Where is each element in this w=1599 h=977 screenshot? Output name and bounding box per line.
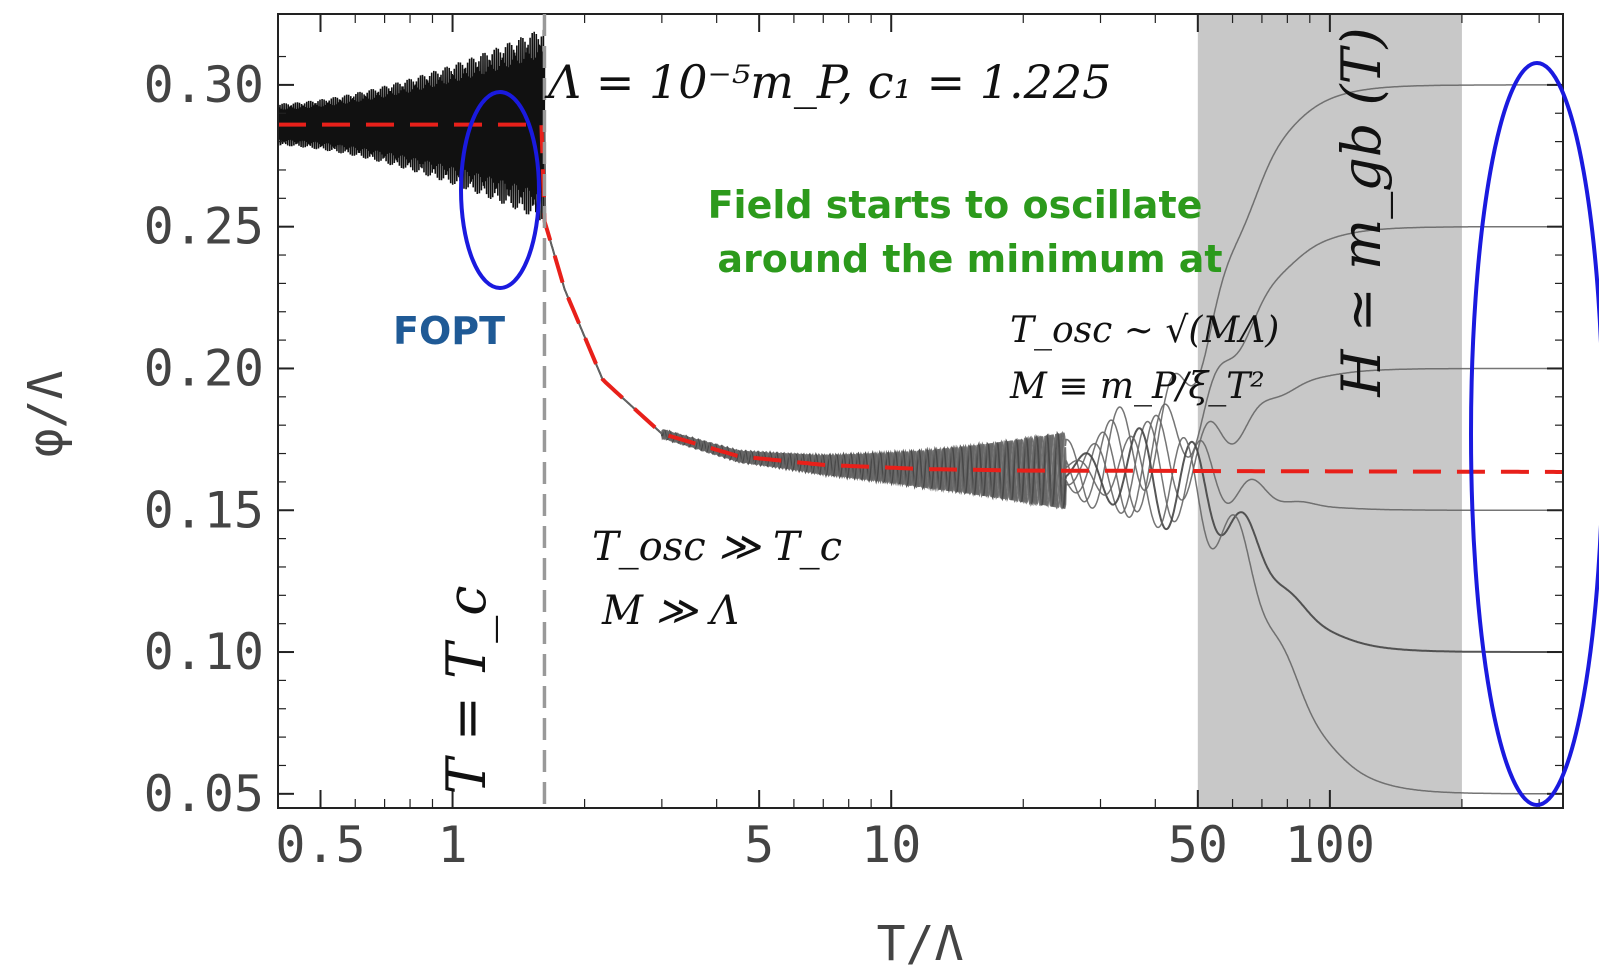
critical-temperature-label: T = T_c — [435, 586, 498, 795]
x-ticks: 0.5 1 5 10 50 100 — [275, 14, 1540, 874]
x-tick-label: 10 — [861, 816, 921, 874]
oscillate-annotation-line1: Field starts to oscillate — [708, 183, 1203, 227]
x-tick-label: 1 — [438, 816, 468, 874]
oscillate-annotation-line2: around the minimum at — [717, 237, 1222, 281]
x-tick-label: 100 — [1285, 816, 1375, 874]
fopt-label: FOPT — [393, 309, 505, 353]
y-tick-label: 0.20 — [144, 339, 264, 397]
fopt-highlight-ellipse — [459, 90, 541, 290]
plot-frame — [277, 13, 1564, 809]
series-line — [543, 124, 1563, 795]
y-tick-label: 0.30 — [144, 56, 264, 114]
y-ticks: 0.05 0.10 0.15 0.20 0.25 0.30 — [144, 56, 1563, 823]
late-values-highlight-ellipse — [1469, 61, 1599, 807]
y-axis-label: φ/Λ — [18, 371, 74, 458]
series-line — [543, 124, 1563, 653]
m-gg-annotation: M ≫ Λ — [601, 588, 739, 634]
shaded-band — [1197, 14, 1462, 808]
minimum-curve-group — [278, 122, 1563, 474]
x-axis-label: T/Λ — [877, 916, 964, 972]
pre-transition-oscillation — [278, 29, 546, 221]
y-tick-label: 0.15 — [144, 481, 264, 539]
x-tick-label: 0.5 — [275, 816, 365, 874]
y-tick-label: 0.10 — [144, 623, 264, 681]
m-definition-annotation: M ≡ m_P/ξ_T² — [1009, 366, 1265, 407]
minimum-curve — [278, 122, 1563, 474]
tosc-sqrt-annotation: T_osc ∼ √(MΛ) — [1010, 310, 1279, 351]
tosc-gg-annotation: T_osc ≫ T_c — [592, 524, 842, 570]
params-annotation: Λ = 10⁻⁵m_P, c₁ = 1.225 — [544, 55, 1111, 109]
y-tick-label: 0.05 — [144, 765, 264, 823]
shaded-band-label: H ≃ m_gb (T) — [1330, 27, 1393, 397]
x-tick-label: 50 — [1168, 816, 1228, 874]
y-tick-label: 0.25 — [144, 198, 264, 256]
x-tick-label: 5 — [744, 816, 774, 874]
